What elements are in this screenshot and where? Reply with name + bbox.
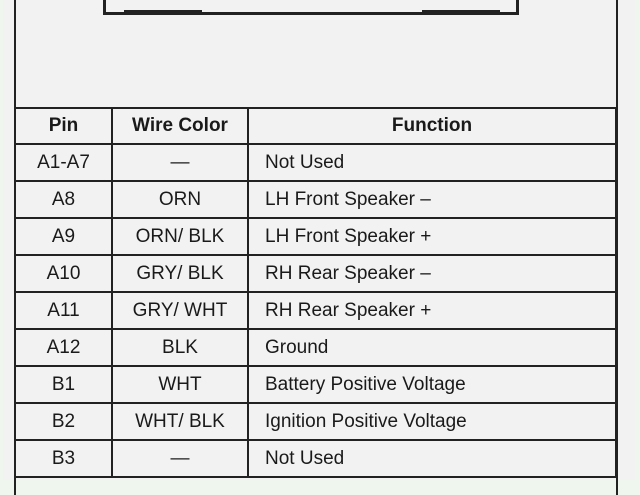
table-row: B2 WHT/ BLK Ignition Positive Voltage	[14, 402, 617, 441]
header-function: Function	[247, 107, 617, 145]
pin-cell: A11	[14, 291, 113, 330]
function-cell: Not Used	[247, 439, 617, 478]
pin-table: Pin Wire Color Function A1-A7— Not Used A8…	[14, 107, 617, 478]
header-wire-color: Wire Color	[111, 107, 249, 145]
table-header-row: Pin Wire Color Function	[14, 107, 617, 145]
table-row: B1 WHT Battery Positive Voltage	[14, 365, 617, 404]
wire-color-cell: ORN/ BLK	[111, 217, 249, 256]
wire-color-cell: —	[111, 143, 249, 182]
function-cell: LH Front Speaker +	[247, 217, 617, 256]
table-row: B3— Not Used	[14, 439, 617, 478]
table-row: A8 ORN LH Front Speaker –	[14, 180, 617, 219]
table-row: A10 GRY/ BLK RH Rear Speaker –	[14, 254, 617, 293]
wire-color-cell: GRY/ WHT	[111, 291, 249, 330]
function-cell: Battery Positive Voltage	[247, 365, 617, 404]
function-cell: Not Used	[247, 143, 617, 182]
pin-cell: A10	[14, 254, 113, 293]
function-cell: RH Rear Speaker –	[247, 254, 617, 293]
function-cell: LH Front Speaker –	[247, 180, 617, 219]
wire-color-cell: WHT	[111, 365, 249, 404]
pin-cell: A9	[14, 217, 113, 256]
function-cell: Ground	[247, 328, 617, 367]
function-cell: RH Rear Speaker +	[247, 291, 617, 330]
wire-color-cell: ORN	[111, 180, 249, 219]
wire-color-cell: GRY/ BLK	[111, 254, 249, 293]
table-row: A12 BLK Ground	[14, 328, 617, 367]
pin-cell: A12	[14, 328, 113, 367]
table-row: A11 GRY/ WHT RH Rear Speaker +	[14, 291, 617, 330]
pin-cell: B1	[14, 365, 113, 404]
pin-cell: B3	[14, 439, 113, 478]
header-pin: Pin	[14, 107, 113, 145]
pin-cell: A8	[14, 180, 113, 219]
wire-color-cell: WHT/ BLK	[111, 402, 249, 441]
function-cell: Ignition Positive Voltage	[247, 402, 617, 441]
table-row: A1-A7— Not Used	[14, 143, 617, 182]
connector-diagram	[103, 0, 519, 15]
wire-color-cell: —	[111, 439, 249, 478]
pin-cell: A1-A7	[14, 143, 113, 182]
pin-cell: B2	[14, 402, 113, 441]
wire-color-cell: BLK	[111, 328, 249, 367]
table-row: A9 ORN/ BLK LH Front Speaker +	[14, 217, 617, 256]
document-page: Pin Wire Color Function A1-A7— Not Used A8…	[3, 0, 635, 495]
